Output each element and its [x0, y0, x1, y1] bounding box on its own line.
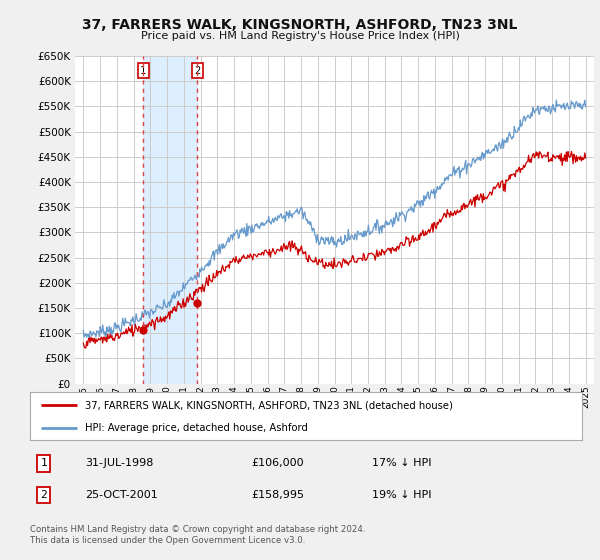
- Text: Price paid vs. HM Land Registry's House Price Index (HPI): Price paid vs. HM Land Registry's House …: [140, 31, 460, 41]
- Bar: [143, 56, 197, 384]
- Text: £158,995: £158,995: [251, 489, 304, 500]
- Text: 31-JUL-1998: 31-JUL-1998: [85, 459, 154, 468]
- Text: HPI: Average price, detached house, Ashford: HPI: Average price, detached house, Ashf…: [85, 423, 308, 433]
- Text: 37, FARRERS WALK, KINGSNORTH, ASHFORD, TN23 3NL (detached house): 37, FARRERS WALK, KINGSNORTH, ASHFORD, T…: [85, 400, 453, 410]
- Text: £106,000: £106,000: [251, 459, 304, 468]
- Text: 1: 1: [140, 66, 146, 76]
- Text: 2: 2: [40, 489, 47, 500]
- Text: Contains HM Land Registry data © Crown copyright and database right 2024.
This d: Contains HM Land Registry data © Crown c…: [30, 525, 365, 545]
- Text: 17% ↓ HPI: 17% ↓ HPI: [372, 459, 432, 468]
- Text: 19% ↓ HPI: 19% ↓ HPI: [372, 489, 432, 500]
- Text: 25-OCT-2001: 25-OCT-2001: [85, 489, 158, 500]
- Text: 1: 1: [40, 459, 47, 468]
- Text: 37, FARRERS WALK, KINGSNORTH, ASHFORD, TN23 3NL: 37, FARRERS WALK, KINGSNORTH, ASHFORD, T…: [82, 18, 518, 32]
- Text: 2: 2: [194, 66, 200, 76]
